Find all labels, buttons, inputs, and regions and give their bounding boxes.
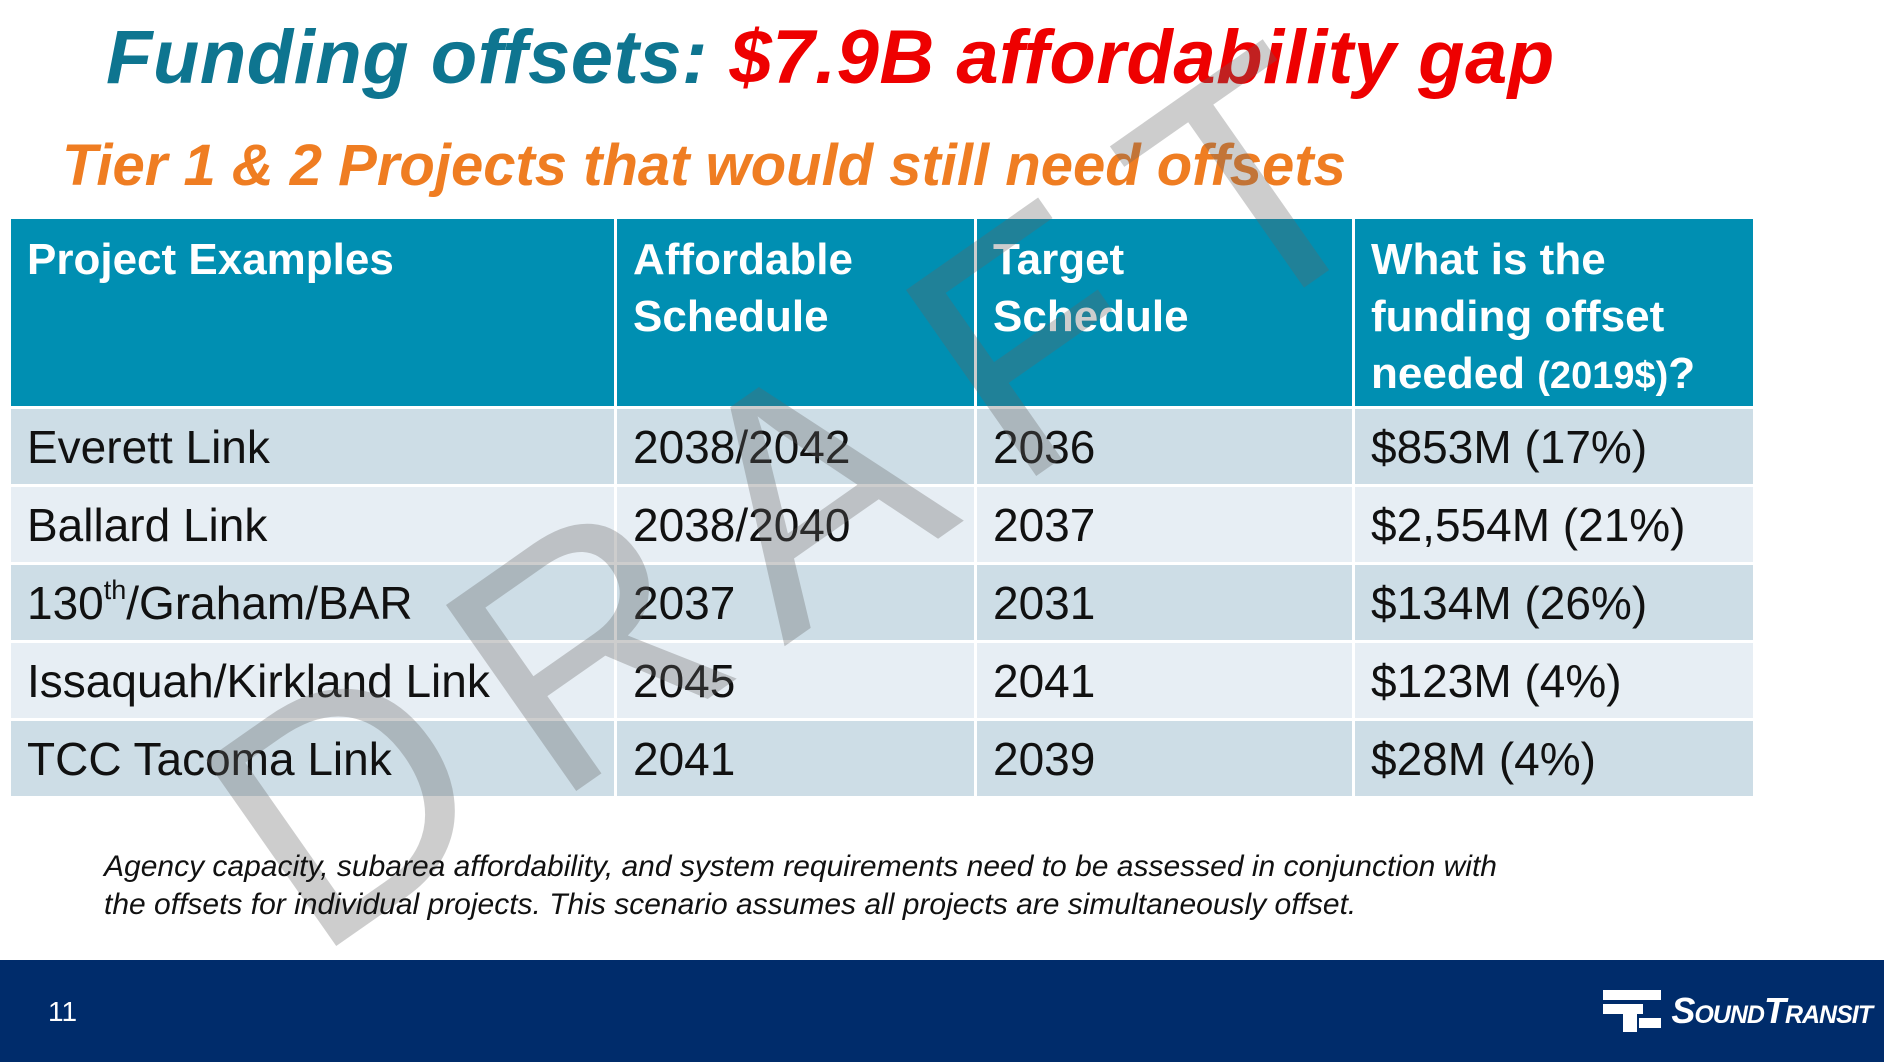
footnote-line-2: the offsets for individual projects. Thi… [104, 888, 1357, 921]
table-row: 130th/Graham/BAR 2037 2031 $134M (26%) [8, 562, 1756, 643]
cell-offset: $2,554M (21%) [1352, 484, 1756, 565]
cell-affordable: 2037 [614, 562, 977, 643]
header-project-examples: Project Examples [8, 216, 617, 409]
cell-offset: $123M (4%) [1352, 640, 1756, 721]
header-affordable-schedule: Affordable Schedule [614, 216, 977, 409]
sound-transit-logo: SoundTransit [1601, 986, 1873, 1036]
table-header-row: Project Examples Affordable Schedule Targ… [8, 216, 1756, 409]
cell-project: Issaquah/Kirkland Link [8, 640, 617, 721]
cell-offset: $853M (17%) [1352, 406, 1756, 487]
footnote: Agency capacity, subarea affordability, … [104, 848, 1664, 924]
cell-offset: $28M (4%) [1352, 718, 1756, 799]
logo-text: SoundTransit [1671, 990, 1873, 1031]
header-target-schedule: Target Schedule [974, 216, 1355, 409]
cell-affordable: 2038/2040 [614, 484, 977, 565]
cell-affordable: 2038/2042 [614, 406, 977, 487]
cell-project: TCC Tacoma Link [8, 718, 617, 799]
cell-target: 2037 [974, 484, 1355, 565]
cell-target: 2039 [974, 718, 1355, 799]
cell-offset: $134M (26%) [1352, 562, 1756, 643]
table-row: TCC Tacoma Link 2041 2039 $28M (4%) [8, 718, 1756, 799]
table-row: Issaquah/Kirkland Link 2045 2041 $123M (… [8, 640, 1756, 721]
cell-target: 2031 [974, 562, 1355, 643]
table-row: Ballard Link 2038/2040 2037 $2,554M (21%… [8, 484, 1756, 565]
cell-affordable: 2041 [614, 718, 977, 799]
title-highlight: $7.9B affordability gap [729, 15, 1555, 100]
title-main: Funding offsets: [106, 15, 730, 100]
sound-transit-logo-icon [1603, 990, 1662, 1032]
slide-title: Funding offsets: $7.9B affordability gap [106, 14, 1555, 101]
cell-project: 130th/Graham/BAR [8, 562, 617, 643]
table-row: Everett Link 2038/2042 2036 $853M (17%) [8, 406, 1756, 487]
cell-target: 2036 [974, 406, 1355, 487]
slide-subtitle: Tier 1 & 2 Projects that would still nee… [62, 133, 1346, 198]
cell-affordable: 2045 [614, 640, 977, 721]
footer-bar: 11 SoundTransit [0, 960, 1884, 1062]
page-number: 11 [48, 996, 78, 1027]
footnote-line-1: Agency capacity, subarea affordability, … [104, 850, 1497, 883]
cell-project: Ballard Link [8, 484, 617, 565]
cell-project: Everett Link [8, 406, 617, 487]
projects-table: Project Examples Affordable Schedule Targ… [8, 216, 1756, 799]
cell-target: 2041 [974, 640, 1355, 721]
header-funding-offset: What is the funding offset needed (2019$)? [1352, 216, 1756, 409]
